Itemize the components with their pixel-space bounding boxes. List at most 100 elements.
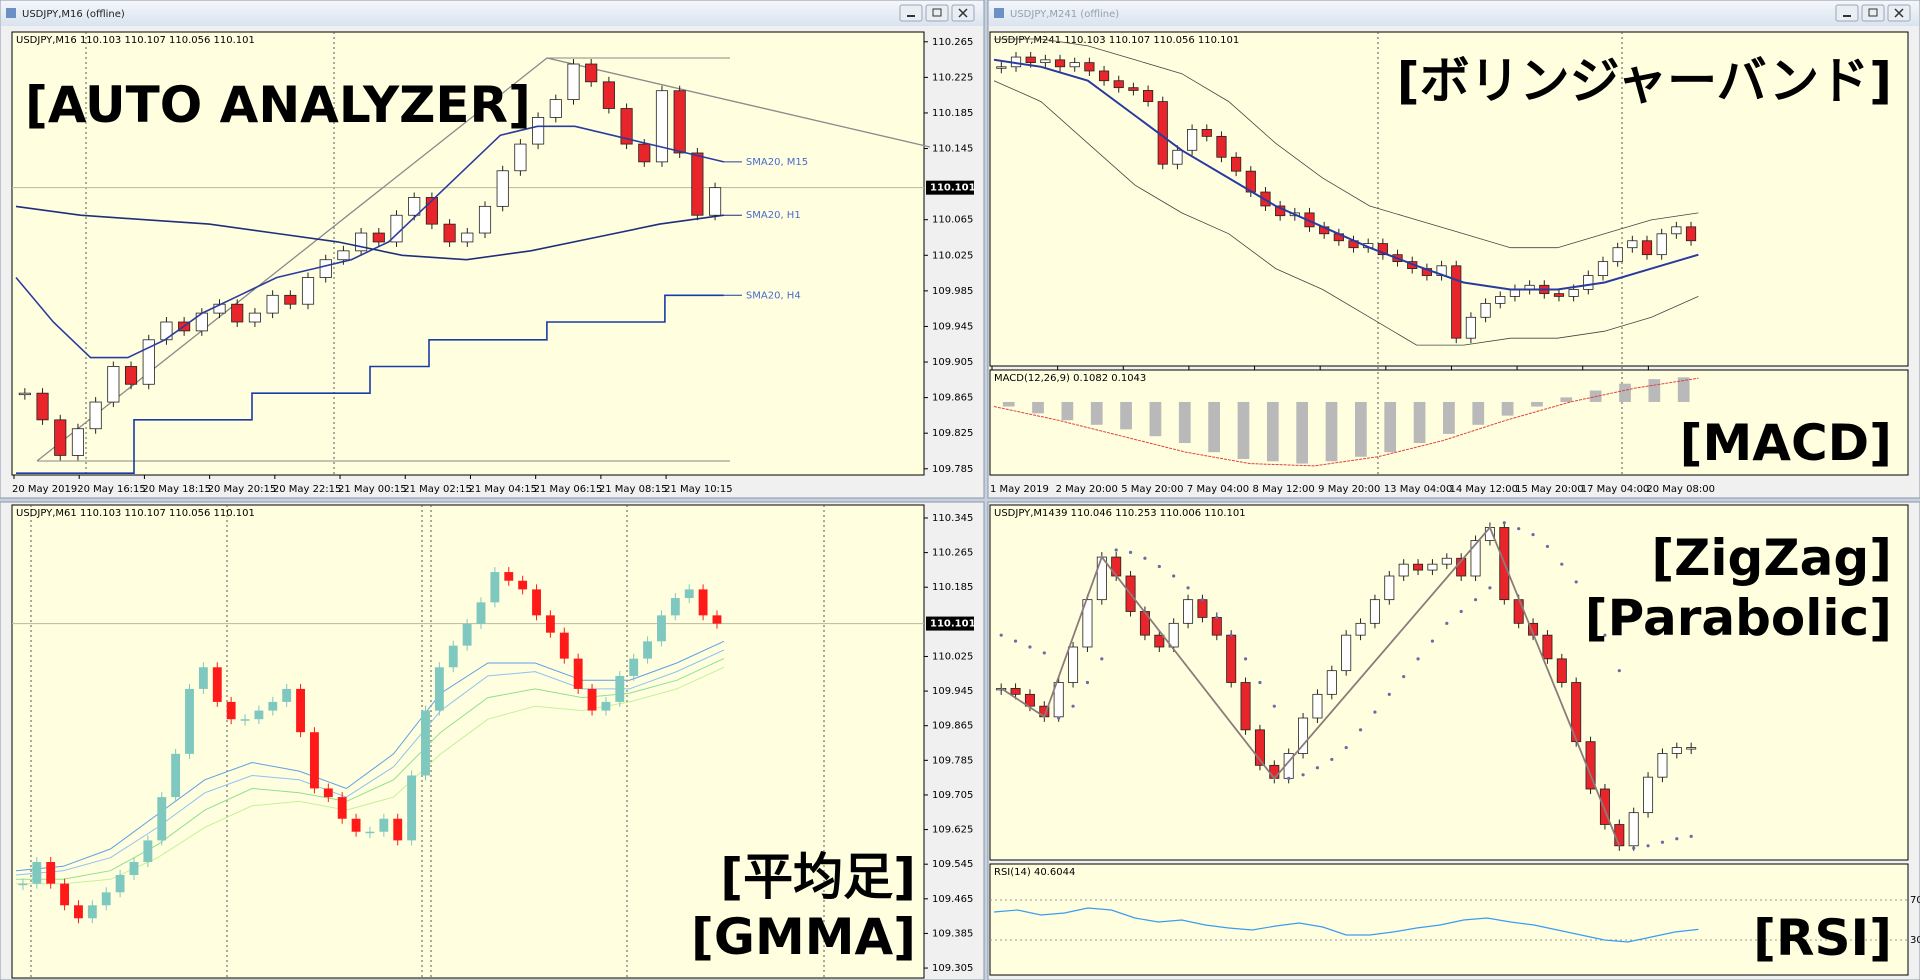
parabolic-dot — [1057, 716, 1061, 720]
parabolic-dot — [999, 633, 1003, 637]
candle — [198, 667, 208, 689]
parabolic-dot — [1531, 532, 1535, 537]
candle — [1139, 611, 1150, 636]
candle — [107, 366, 120, 403]
candle — [585, 63, 598, 83]
candle — [309, 732, 319, 789]
time-label: 1 May 2019 — [990, 484, 1049, 495]
time-label: 20 May 22:15 — [273, 484, 342, 495]
window-title: USDJPY,M16 (offline) — [22, 9, 125, 20]
parabolic-dot — [1402, 674, 1406, 679]
parabolic-dot — [1574, 580, 1578, 584]
candle — [490, 572, 500, 603]
candle — [684, 589, 694, 599]
candle — [248, 312, 261, 323]
parabolic-dot — [1272, 704, 1276, 708]
candle — [142, 339, 155, 385]
candle — [615, 675, 625, 702]
parabolic-dot — [1473, 598, 1478, 602]
price-label: 110.265 — [932, 548, 973, 559]
candle — [448, 645, 458, 668]
chart-area — [11, 31, 925, 476]
bollinger-band — [993, 80, 1699, 346]
parabolic-dot — [1157, 564, 1161, 569]
candle — [124, 366, 138, 385]
button-glyph — [1894, 8, 1904, 18]
zigzag-line — [1000, 525, 1621, 847]
parabolic-dot — [1013, 639, 1018, 643]
time-label: 21 May 10:15 — [664, 484, 733, 495]
macd-bar — [1178, 401, 1191, 444]
candle — [1298, 717, 1309, 754]
caption: [AUTO ANALYZER] — [25, 76, 531, 134]
parabolic-dot — [1085, 680, 1090, 685]
candle — [54, 419, 67, 456]
maximize-button[interactable] — [925, 4, 949, 22]
parabolic-dot — [1646, 844, 1650, 848]
parabolic-dot — [1128, 550, 1133, 554]
current-price-box — [926, 616, 974, 631]
time-label: 21 May 04:15 — [468, 484, 537, 495]
candle — [1614, 824, 1625, 847]
candle — [1685, 226, 1697, 242]
price-label: 110.185 — [932, 108, 973, 119]
macd-bar — [1090, 401, 1103, 425]
parabolic-dot — [1545, 544, 1550, 549]
chart-area — [989, 31, 1909, 367]
button-glyph — [1868, 8, 1878, 17]
parabolic-dot — [1502, 521, 1506, 525]
time-label: 20 May 20:15 — [208, 484, 277, 495]
parabolic-dot — [1258, 680, 1262, 685]
macd-bar — [1677, 377, 1690, 402]
candle — [996, 66, 1007, 69]
minimize-button[interactable] — [899, 4, 923, 22]
candle — [496, 170, 509, 207]
candle — [1465, 316, 1477, 339]
candle — [1480, 302, 1491, 318]
caption: [ZigZag] — [1651, 529, 1892, 587]
candle — [673, 90, 686, 154]
candle — [1082, 599, 1093, 648]
parabolic-dot — [1373, 710, 1377, 714]
candle — [1197, 599, 1208, 618]
candle — [1341, 634, 1352, 672]
price-label: 110.345 — [932, 513, 973, 524]
candle — [698, 589, 708, 616]
parabolic-dot — [1430, 639, 1435, 643]
macd-bar — [1032, 401, 1044, 414]
candle — [171, 753, 181, 798]
candle — [532, 589, 541, 616]
chart-info: USDJPY,M61 110.103 110.107 110.056 110.1… — [16, 508, 255, 519]
candle — [1269, 764, 1280, 779]
time-label: 21 May 02:15 — [403, 484, 472, 495]
candle — [1187, 129, 1198, 151]
rsi-tick-label: 70 — [1910, 895, 1920, 906]
macd-bar — [1208, 401, 1220, 453]
parabolic-dot — [1172, 574, 1176, 578]
candle — [1643, 776, 1654, 814]
minimize-button[interactable] — [1835, 4, 1859, 22]
parabolic-dot — [1042, 651, 1046, 655]
candle — [1671, 226, 1682, 235]
candle — [1084, 62, 1095, 72]
parabolic-dot — [1445, 621, 1449, 625]
price-label: 109.705 — [932, 790, 973, 801]
price-label: 109.305 — [932, 963, 973, 974]
candle — [1583, 275, 1594, 290]
rsi-tick-label: 30 — [1910, 935, 1920, 946]
maximize-button[interactable] — [1861, 4, 1885, 22]
price-label: 109.625 — [932, 825, 973, 836]
macd-bar — [1120, 401, 1132, 430]
candle — [691, 152, 704, 216]
price-label: 109.945 — [932, 686, 973, 697]
candle — [1641, 240, 1653, 256]
candle — [1216, 135, 1227, 158]
parabolic-dot — [1660, 840, 1665, 844]
time-label: 20 May 2019 — [12, 484, 77, 495]
window-icon — [6, 8, 16, 18]
candle — [601, 701, 611, 711]
window-title: USDJPY,M241 (offline) — [1010, 9, 1119, 20]
candle — [240, 719, 250, 721]
chart-info: USDJPY,M241 110.103 110.107 110.056 110.… — [994, 35, 1239, 46]
candle — [620, 108, 633, 145]
